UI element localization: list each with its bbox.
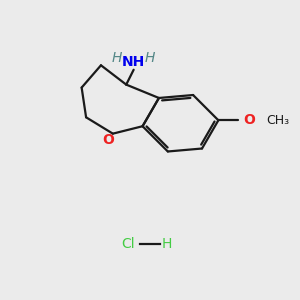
Text: H: H	[145, 51, 155, 65]
Text: O: O	[103, 133, 114, 147]
Text: O: O	[243, 113, 255, 127]
Text: CH₃: CH₃	[266, 114, 289, 127]
Text: NH: NH	[122, 55, 145, 69]
Text: H: H	[161, 237, 172, 250]
Text: Cl: Cl	[121, 237, 134, 250]
Text: H: H	[112, 51, 122, 65]
